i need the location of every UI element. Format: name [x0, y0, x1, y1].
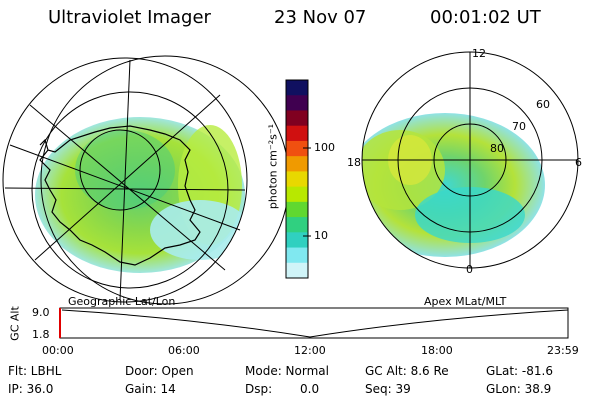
magnetic-map-panel	[362, 113, 545, 257]
colorbar-segment	[286, 171, 308, 188]
colorbar-border	[285, 79, 309, 279]
info-dsp-label: Dsp:	[245, 382, 273, 396]
colorbar-segment	[286, 201, 308, 218]
colorbar-segment	[286, 232, 308, 249]
alt-strip-xtick-0: 00:00	[42, 344, 74, 357]
alt-strip-xtick-4: 23:59	[547, 344, 579, 357]
alt-strip-ytick-top: 9.0	[32, 306, 50, 319]
aurora-cyan-left	[150, 200, 247, 260]
geographic-map-panel	[35, 117, 247, 273]
info-mode: Mode: Normal	[245, 364, 329, 378]
geographic-caption: Geographic Lat/Lon	[68, 295, 176, 308]
image-title: Ultraviolet Imager	[48, 7, 211, 28]
antarctica-coastline	[39, 125, 201, 266]
alt-strip-ytick-bottom: 1.8	[32, 328, 50, 341]
alt-strip-ylabel: GC Alt	[8, 306, 22, 341]
colorbar-unit-label: photon cm⁻²s⁻¹	[266, 123, 280, 210]
info-ip: IP: 36.0	[8, 382, 54, 396]
colorbar-segment	[286, 217, 308, 233]
alt-strip-xtick-1: 06:00	[168, 344, 200, 357]
alt-strip-xtick-2: 12:00	[294, 344, 326, 357]
info-dsp-value: 0.0	[300, 382, 320, 396]
geographic-grid	[2, 55, 290, 305]
info-gc-alt: GC Alt: 8.6 Re	[365, 364, 449, 378]
mlt-label-bottom: 0	[466, 263, 473, 276]
colorbar-segment	[286, 262, 308, 279]
colorbar-segment	[286, 95, 308, 111]
magnetic-caption: Apex MLat/MLT	[424, 295, 507, 308]
colorbar-segment	[286, 80, 308, 96]
colorbar-tick-100: 100	[314, 141, 335, 154]
mlt-label-right: 6	[575, 156, 582, 169]
alt-strip-xtick-3: 18:00	[421, 344, 453, 357]
image-time: 00:01:02 UT	[430, 7, 541, 28]
mlt-label-top: 12	[472, 47, 486, 60]
info-door: Door: Open	[125, 364, 194, 378]
colorbar-segment	[286, 186, 308, 203]
mlat-label-70: 70	[512, 120, 526, 133]
colorbar-segment	[286, 110, 308, 127]
info-glat: GLat: -81.6	[486, 364, 553, 378]
altitude-curve	[61, 309, 569, 338]
colorbar	[285, 79, 311, 279]
colorbar-segment	[286, 125, 308, 142]
colorbar-segment	[286, 140, 308, 157]
mlat-label-80: 80	[490, 142, 504, 155]
altitude-strip	[59, 307, 569, 339]
info-seq: Seq: 39	[365, 382, 411, 396]
image-date: 23 Nov 07	[274, 7, 367, 28]
mlt-label-left: 18	[347, 156, 361, 169]
magnetic-grid	[361, 51, 579, 269]
colorbar-segment	[286, 156, 308, 172]
info-gain: Gain: 14	[125, 382, 176, 396]
info-flt: Flt: LBHL	[8, 364, 62, 378]
colorbar-segment	[286, 247, 308, 264]
info-glon: GLon: 38.9	[486, 382, 552, 396]
mlat-label-60: 60	[536, 98, 550, 111]
colorbar-tick-10: 10	[314, 229, 328, 242]
